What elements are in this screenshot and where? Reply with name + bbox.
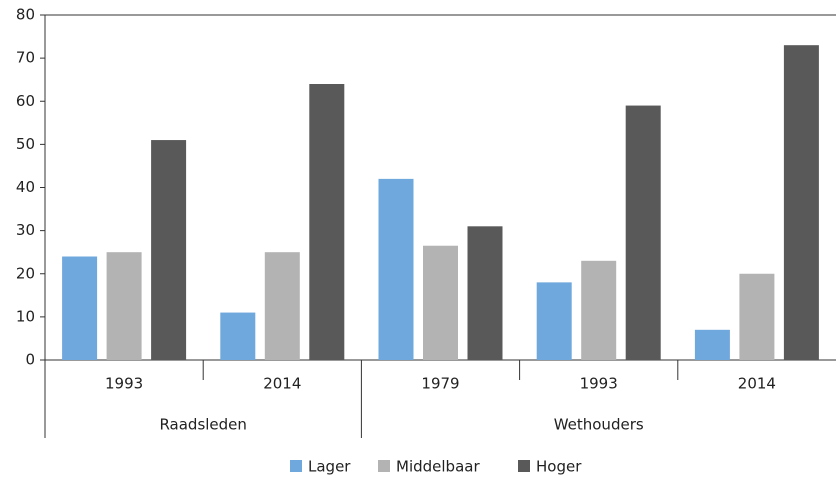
y-tick-label: 50 [16,135,35,153]
bar [536,282,572,360]
x-tick-label: 2014 [738,375,776,393]
bar [151,140,187,360]
legend-swatch [378,460,390,472]
bar [309,84,345,360]
bar [694,329,730,360]
bar [739,273,775,360]
x-tick-label: 2014 [263,375,301,393]
legend-swatch [518,460,530,472]
bar [264,252,300,360]
bar [467,226,503,360]
group-label: Raadsleden [159,416,246,434]
y-tick-label: 70 [16,49,35,67]
y-tick-label: 80 [16,6,35,24]
bar [581,260,617,360]
y-tick-label: 30 [16,221,35,239]
x-tick-label: 1993 [105,375,143,393]
legend-label: Middelbaar [396,458,480,476]
y-tick-label: 0 [25,351,35,369]
y-tick-label: 60 [16,92,35,110]
y-tick-label: 40 [16,178,35,196]
bar [220,312,256,360]
legend-swatch [290,460,302,472]
x-tick-label: 1979 [421,375,459,393]
bar [378,178,414,360]
x-tick-label: 1993 [580,375,618,393]
bar [62,256,98,360]
legend-label: Hoger [536,458,582,476]
legend-label: Lager [308,458,351,476]
y-tick-label: 20 [16,264,35,282]
bar [625,105,661,360]
group-label: Wethouders [554,416,644,434]
bar [423,245,458,360]
y-tick-label: 10 [16,307,35,325]
bar [783,45,819,360]
bar [106,252,142,360]
